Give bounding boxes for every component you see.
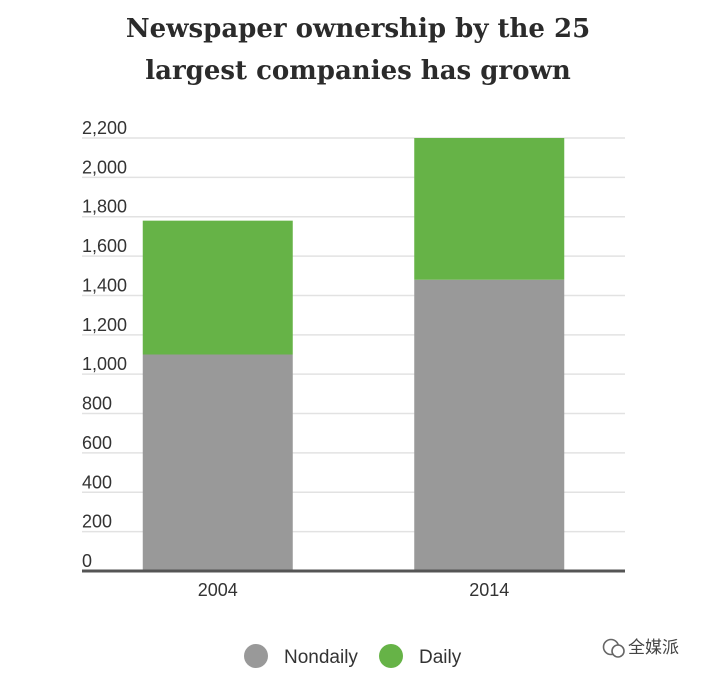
- chart-title-line-1: Newspaper ownership by the 25: [125, 14, 591, 44]
- wechat-icon: [602, 638, 625, 658]
- y-tick-label: 2,000: [82, 157, 127, 177]
- y-tick-label: 1,000: [82, 354, 127, 374]
- y-tick-label: 1,600: [82, 236, 127, 256]
- y-tick-label: 1,400: [82, 275, 127, 295]
- y-tick-label: 0: [82, 551, 92, 571]
- legend-label-daily: Daily: [419, 647, 462, 668]
- chart-title: Newspaper ownership by the 25 largest co…: [0, 8, 716, 92]
- bars: [142, 138, 565, 571]
- y-tick-label: 200: [82, 512, 112, 532]
- watermark: 全媒派: [602, 638, 679, 658]
- y-tick-label: 600: [82, 433, 112, 453]
- legend-label-nondaily: Nondaily: [284, 647, 358, 668]
- y-tick-label: 800: [82, 394, 112, 414]
- bar-daily-2004: [142, 220, 293, 355]
- y-tick-label: 2,200: [82, 118, 127, 138]
- y-axis-ticks: 0 200 400 600 800 1,000 1,200 1,400 1,600 1,800 2,…: [82, 118, 127, 571]
- watermark-text: 全媒派: [628, 638, 679, 658]
- x-tick-label: 2014: [469, 580, 509, 600]
- y-tick-label: 400: [82, 472, 112, 492]
- bar-nondaily-2014: [414, 279, 565, 571]
- legend: Nondaily Daily: [244, 644, 462, 668]
- x-tick-label: 2004: [198, 580, 238, 600]
- legend-swatch-nondaily: [244, 644, 268, 668]
- chart-title-line-2: largest companies has grown: [145, 56, 571, 86]
- x-axis-categories: 2004 2014: [198, 580, 510, 600]
- bar-daily-2014: [414, 138, 565, 280]
- legend-swatch-daily: [379, 644, 403, 668]
- y-tick-label: 1,800: [82, 197, 127, 217]
- bar-nondaily-2004: [142, 354, 293, 571]
- y-tick-label: 1,200: [82, 315, 127, 335]
